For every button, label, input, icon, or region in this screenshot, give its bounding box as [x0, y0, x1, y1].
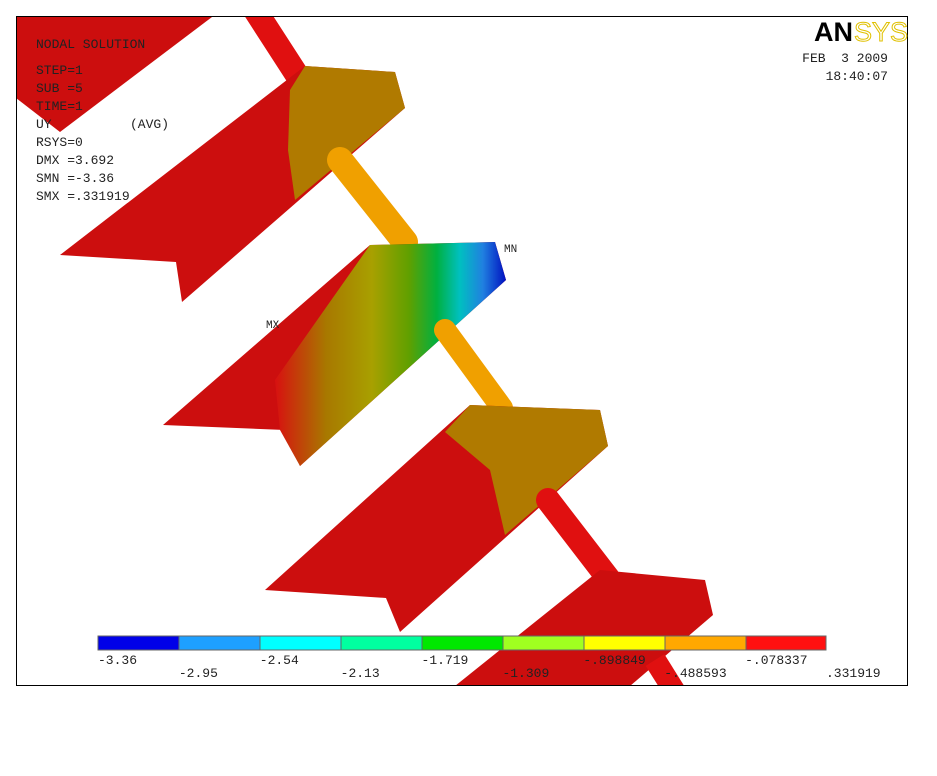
legend-band	[97, 635, 180, 651]
legend-band	[421, 635, 504, 651]
legend-label: -2.95	[179, 666, 218, 681]
info-line: TIME=1	[36, 99, 83, 114]
min-marker: MN	[504, 244, 517, 256]
step-contour	[445, 405, 608, 535]
rod	[645, 654, 684, 685]
time: 18:40:07	[826, 69, 888, 84]
info-line: RSYS=0	[36, 135, 83, 150]
legend-label: -1.309	[502, 666, 549, 681]
legend-band	[583, 635, 666, 651]
rod	[434, 319, 513, 419]
rod	[536, 488, 620, 590]
legend-label: .331919	[826, 666, 881, 681]
info-line: SMN =-3.36	[36, 171, 114, 186]
legend-band	[178, 635, 261, 651]
legend-band	[502, 635, 585, 651]
legend-band	[259, 635, 342, 651]
info-line: SUB =5	[36, 81, 83, 96]
logo-an: AN	[814, 17, 853, 47]
legend-band	[745, 635, 827, 651]
step	[456, 570, 713, 685]
legend-label: -1.719	[422, 653, 469, 668]
model	[17, 17, 713, 685]
info-line: (AVG)	[130, 117, 169, 132]
step-contour	[275, 242, 506, 466]
info-line: DMX =3.692	[36, 153, 114, 168]
info-line: NODAL SOLUTION	[36, 37, 145, 52]
max-marker: MX	[266, 320, 280, 332]
legend-label: -.898849	[583, 653, 645, 668]
step-contour	[288, 66, 405, 200]
legend-label: -.488593	[664, 666, 726, 681]
info-line: STEP=1	[36, 63, 83, 78]
legend-label: -3.36	[98, 653, 137, 668]
legend-label: -2.13	[341, 666, 380, 681]
rod	[327, 147, 418, 255]
rod	[245, 17, 309, 87]
legend-bar	[97, 635, 827, 651]
legend-band	[664, 635, 747, 651]
legend-label: -.078337	[745, 653, 807, 668]
legend-band	[340, 635, 423, 651]
info-line: SMX =.331919	[36, 189, 130, 204]
date: FEB 3 2009	[802, 51, 888, 66]
step	[17, 17, 212, 132]
legend-label: -2.54	[260, 653, 299, 668]
logo-sys: SYS	[854, 17, 908, 47]
info-line: UY	[36, 117, 52, 132]
